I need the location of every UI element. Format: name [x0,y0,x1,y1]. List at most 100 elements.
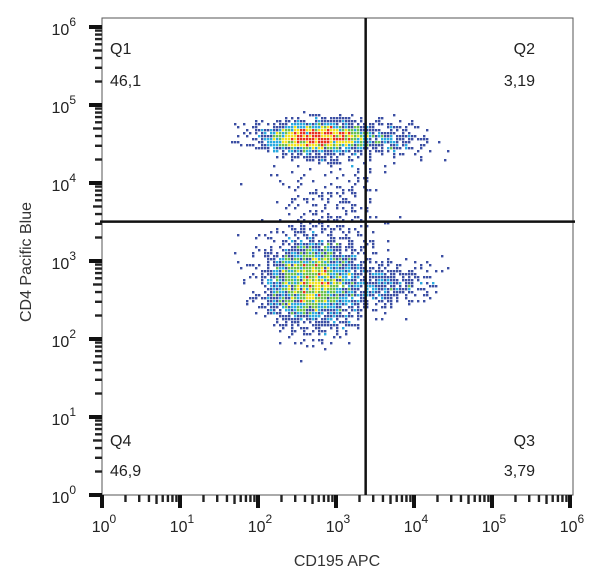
event-dot [309,132,312,135]
event-dot [351,126,354,129]
event-dot [384,267,387,270]
event-dot [336,204,339,207]
event-dot [297,117,300,120]
event-dot [243,132,246,135]
event-dot [267,252,270,255]
event-dot [300,270,303,273]
event-dot [330,297,333,300]
event-dot [291,135,294,138]
event-dot [297,249,300,252]
x-minor-tick [225,495,229,502]
event-dot [378,117,381,120]
event-dot [324,147,327,150]
event-dot [300,288,303,291]
event-dot [306,276,309,279]
event-dot [426,138,429,141]
event-dot [351,210,354,213]
event-dot [411,273,414,276]
event-dot [348,123,351,126]
event-dot [339,216,342,219]
event-dot [291,273,294,276]
event-dot [342,141,345,144]
event-dot [264,129,267,132]
event-dot [444,159,447,162]
event-dot [261,270,264,273]
event-dot [345,258,348,261]
x-minor-tick [138,495,141,502]
event-dot [327,243,330,246]
event-dot [360,315,363,318]
event-dot [291,276,294,279]
event-dot [285,117,288,120]
event-dot [384,273,387,276]
event-dot [297,303,300,306]
event-dot [333,273,336,276]
event-dot [366,270,369,273]
event-dot [414,135,417,138]
event-dot [351,264,354,267]
event-dot [366,225,369,228]
event-dot [354,267,357,270]
event-dot [258,306,261,309]
event-dot [312,246,315,249]
event-dot [294,300,297,303]
event-dot [408,282,411,285]
event-dot [306,126,309,129]
event-dot [321,276,324,279]
event-dot [399,285,402,288]
event-dot [378,300,381,303]
event-dot [231,141,234,144]
event-dot [303,279,306,282]
event-dot [342,192,345,195]
event-dot [267,297,270,300]
event-dot [261,279,264,282]
event-dot [387,141,390,144]
event-dot [333,249,336,252]
event-dot [411,138,414,141]
event-dot [321,132,324,135]
event-dot [354,144,357,147]
event-dot [336,327,339,330]
event-dot [360,144,363,147]
event-dot [399,216,402,219]
event-dot [357,126,360,129]
event-dot [369,261,372,264]
y-minor-tick [95,314,102,317]
event-dot [309,279,312,282]
event-dot [333,312,336,315]
event-dot [288,135,291,138]
event-dot [327,216,330,219]
event-dot [342,123,345,126]
event-dot [396,300,399,303]
event-dot [306,150,309,153]
event-dot [318,303,321,306]
event-dot [354,129,357,132]
x-minor-tick [171,495,174,502]
event-dot [297,126,300,129]
event-dot [399,264,402,267]
event-dot [342,291,345,294]
event-dot [333,336,336,339]
event-dot [354,120,357,123]
event-dot [291,228,294,231]
event-dot [267,261,270,264]
event-dot [375,303,378,306]
event-dot [372,246,375,249]
event-dot [297,282,300,285]
event-dot [348,237,351,240]
event-dot [366,126,369,129]
event-dot [315,153,318,156]
event-dot [330,312,333,315]
event-dot [348,282,351,285]
event-dot [324,138,327,141]
event-dot [357,138,360,141]
event-dot [294,321,297,324]
event-dot [297,267,300,270]
event-dot [369,258,372,261]
event-dot [339,126,342,129]
event-dot [327,120,330,123]
event-dot [375,120,378,123]
y-tick-label: 103 [52,249,77,273]
event-dot [276,282,279,285]
event-dot [288,309,291,312]
